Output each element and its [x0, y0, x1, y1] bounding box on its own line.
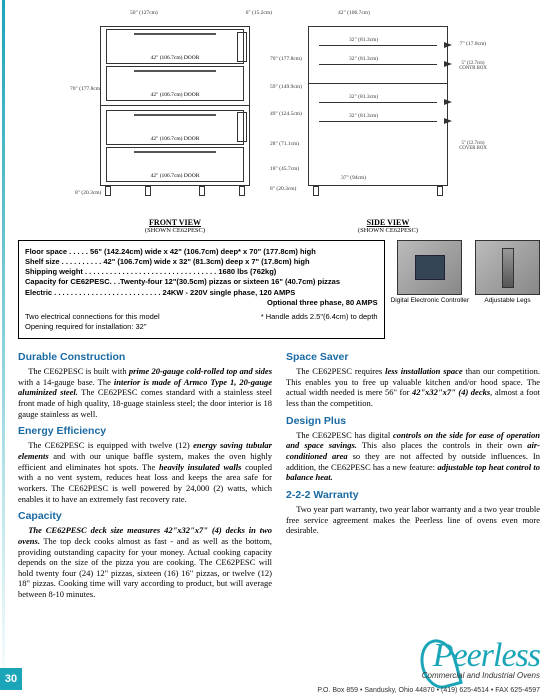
leg — [313, 186, 319, 196]
handle — [134, 33, 216, 35]
section-space-body: The CE62PESC requires less installation … — [286, 366, 540, 409]
side-view-diagram: 42" (106.7cm) 70" (177.8cm) 59" (149.9cm… — [288, 6, 488, 234]
oven-door: 42" (106.7cm) DOOR — [106, 29, 244, 64]
dim-28: 28" (71.1cm) — [270, 141, 299, 147]
section-design-body: The CE62PESC has digital controls on the… — [286, 430, 540, 483]
side-view-sublabel: (SHOWN CE62PESC) — [288, 227, 488, 234]
dim-18: 18" (45.7cm) — [270, 166, 299, 172]
text-columns: Durable Construction The CE62PESC is bui… — [18, 345, 540, 602]
dim-49: 49" (124.5cm) — [270, 111, 302, 117]
side-shelf: 32" (81.3cm) — [319, 64, 437, 65]
spec-box: Floor space . . . . . 56" (142.24cm) wid… — [18, 240, 385, 339]
dim-59: 59" (149.9cm) — [270, 84, 302, 90]
leg — [145, 186, 151, 196]
dim-8: 8" (20.3cm) — [270, 186, 296, 192]
handle — [134, 151, 216, 153]
leg — [105, 186, 111, 196]
left-column: Durable Construction The CE62PESC is bui… — [18, 345, 272, 602]
spec-row: Floor space . . . . . 56" (142.24cm) wid… — [18, 240, 540, 339]
section-energy-body: The CE62PESC is equipped with twelve (12… — [18, 440, 272, 504]
section-energy-title: Energy Efficiency — [18, 425, 272, 438]
dim-base: 8" (20.3cm) — [75, 190, 101, 196]
control-box-label: 5" (12.7cm) CONTR BOX — [458, 61, 488, 71]
front-cabinet: 42" (106.7cm) DOOR 42" (106.7cm) DOOR 42… — [100, 26, 250, 186]
leg — [437, 186, 443, 196]
section-design-title: Design Plus — [286, 415, 540, 428]
oven-door: 42" (106.7cm) DOOR — [106, 110, 244, 145]
section-durable-body: The CE62PESC is built with prime 20-gaug… — [18, 366, 272, 419]
section-warranty-body: Two year part warranty, two year labor w… — [286, 504, 540, 536]
legs-photo: Adjustable Legs — [475, 240, 540, 304]
front-view-label: FRONT VIEW — [70, 218, 280, 227]
section-warranty-title: 2-2-2 Warranty — [286, 489, 540, 502]
side-shelf: 32" (81.3cm) — [319, 45, 437, 46]
control-box — [237, 32, 247, 62]
footer-contact: P.O. Box 859 • Sandusky, Ohio 44870 • (4… — [317, 687, 540, 694]
side-cabinet: 32" (81.3cm) 32" (81.3cm) 32" (81.3cm) 3… — [308, 26, 448, 186]
dim-front-depth: 6" (15.2cm) — [246, 10, 272, 16]
oven-door: 42" (106.7cm) DOOR — [106, 147, 244, 182]
side-view-label: SIDE VIEW — [288, 218, 488, 227]
controller-face — [415, 255, 445, 280]
control-box — [237, 112, 247, 142]
side-shelf: 32" (81.3cm) — [319, 121, 437, 122]
dim-shelf-h: 7" (17.8cm) — [458, 41, 488, 47]
section-capacity-body: The CE62PESC deck size measures 42"x32"x… — [18, 525, 272, 599]
controller-photo: Digital Electronic Controller — [391, 240, 469, 304]
section-capacity-title: Capacity — [18, 510, 272, 523]
diagrams-row: 50" (127cm) 6" (15.2cm) 70" (177.8cm) 42… — [18, 6, 540, 234]
handle — [134, 114, 216, 116]
dim-front-height: 70" (177.8cm) — [70, 86, 102, 92]
dim-70: 70" (177.8cm) — [270, 56, 302, 62]
dim-front-width: 50" (127cm) — [130, 10, 158, 16]
side-shelf: 32" (81.3cm) — [319, 102, 437, 103]
cover-box-label: 5" (12.7cm) COVER BOX — [458, 141, 488, 151]
handle — [134, 70, 216, 72]
leg — [239, 186, 245, 196]
logo-area: Peerless Commercial and Industrial Ovens — [340, 637, 540, 680]
section-space-title: Space Saver — [286, 351, 540, 364]
oven-door: 42" (106.7cm) DOOR — [106, 66, 244, 101]
page-number: 30 — [0, 668, 22, 690]
side-accent-bar — [2, 0, 5, 700]
leg-photo — [502, 248, 514, 288]
front-view-diagram: 50" (127cm) 6" (15.2cm) 70" (177.8cm) 42… — [70, 6, 280, 234]
peerless-logo: Peerless — [433, 637, 540, 675]
section-durable-title: Durable Construction — [18, 351, 272, 364]
front-view-sublabel: (SHOWN CE62PESC) — [70, 227, 280, 234]
right-column: Space Saver The CE62PESC requires less i… — [286, 345, 540, 602]
leg — [199, 186, 205, 196]
